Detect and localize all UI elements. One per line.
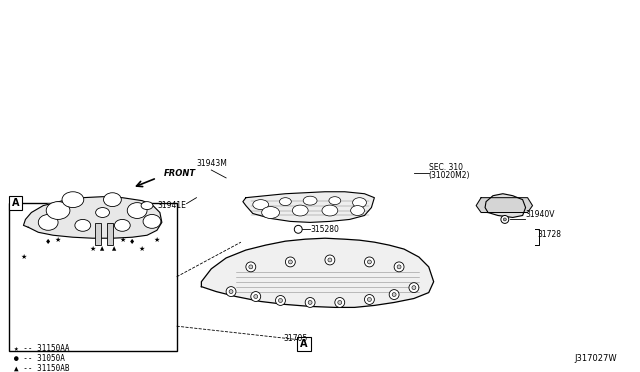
Circle shape: [367, 298, 371, 301]
Circle shape: [501, 215, 509, 223]
Text: 31728: 31728: [538, 230, 561, 239]
Ellipse shape: [351, 206, 364, 215]
Ellipse shape: [95, 208, 109, 218]
Bar: [9, 203, 177, 351]
Ellipse shape: [62, 192, 84, 208]
Ellipse shape: [104, 193, 122, 206]
Circle shape: [412, 286, 416, 290]
Circle shape: [397, 265, 401, 269]
Ellipse shape: [292, 205, 308, 216]
Ellipse shape: [280, 198, 291, 206]
Circle shape: [251, 292, 260, 301]
Circle shape: [246, 262, 256, 272]
Circle shape: [338, 301, 342, 304]
Circle shape: [325, 255, 335, 265]
Text: (31020M2): (31020M2): [429, 171, 470, 180]
Circle shape: [294, 225, 302, 233]
Text: ★: ★: [154, 237, 160, 243]
Text: 31705: 31705: [284, 334, 308, 343]
Circle shape: [285, 257, 295, 267]
Circle shape: [335, 298, 345, 307]
Text: ▲: ▲: [100, 247, 105, 251]
Circle shape: [328, 258, 332, 262]
Circle shape: [503, 218, 506, 221]
Ellipse shape: [262, 206, 280, 218]
Text: A: A: [300, 339, 308, 349]
Ellipse shape: [46, 202, 70, 219]
Text: ▲: ▲: [112, 247, 116, 251]
Text: 31941E: 31941E: [157, 201, 186, 209]
Text: ★: ★: [119, 237, 125, 243]
Polygon shape: [202, 238, 434, 307]
Text: ★: ★: [139, 246, 145, 252]
Circle shape: [278, 298, 282, 302]
Circle shape: [226, 287, 236, 296]
Polygon shape: [243, 192, 374, 222]
Text: ♦: ♦: [45, 239, 51, 245]
Ellipse shape: [322, 205, 338, 216]
Text: ★: ★: [55, 237, 61, 243]
Circle shape: [254, 295, 258, 298]
Circle shape: [392, 292, 396, 296]
Text: ▲ -- 31150AB: ▲ -- 31150AB: [13, 364, 69, 372]
Bar: [108, 223, 113, 245]
Text: J317027W: J317027W: [574, 354, 616, 363]
Text: ★: ★: [20, 254, 27, 260]
Circle shape: [394, 262, 404, 272]
Ellipse shape: [329, 197, 340, 205]
Text: FRONT: FRONT: [164, 169, 196, 178]
Bar: [95, 223, 100, 245]
Ellipse shape: [253, 200, 269, 209]
Polygon shape: [485, 194, 525, 218]
Ellipse shape: [75, 219, 91, 231]
Text: 315280: 315280: [310, 225, 339, 234]
Circle shape: [276, 295, 285, 305]
Polygon shape: [476, 198, 532, 212]
Ellipse shape: [115, 219, 130, 231]
Circle shape: [305, 298, 315, 307]
Ellipse shape: [127, 203, 147, 218]
Text: SEC. 310: SEC. 310: [429, 163, 463, 172]
Bar: [297, 337, 311, 351]
Circle shape: [364, 257, 374, 267]
Circle shape: [367, 260, 371, 264]
Ellipse shape: [38, 215, 58, 230]
Bar: [9, 196, 22, 209]
Circle shape: [229, 290, 233, 294]
Text: ★ -- 31150AA: ★ -- 31150AA: [13, 344, 69, 353]
Text: 31940V: 31940V: [525, 211, 555, 219]
Circle shape: [389, 290, 399, 299]
Text: ★: ★: [90, 246, 96, 252]
Polygon shape: [24, 197, 162, 238]
Ellipse shape: [353, 198, 367, 208]
Circle shape: [249, 265, 253, 269]
Circle shape: [364, 295, 374, 304]
Ellipse shape: [141, 202, 153, 209]
Ellipse shape: [303, 196, 317, 205]
Text: ♦: ♦: [129, 239, 135, 245]
Ellipse shape: [143, 215, 161, 228]
Text: ● -- 31050A: ● -- 31050A: [13, 354, 65, 363]
Circle shape: [308, 301, 312, 304]
Circle shape: [289, 260, 292, 264]
Text: A: A: [12, 198, 19, 208]
Circle shape: [409, 283, 419, 292]
Text: 31943M: 31943M: [196, 159, 227, 168]
